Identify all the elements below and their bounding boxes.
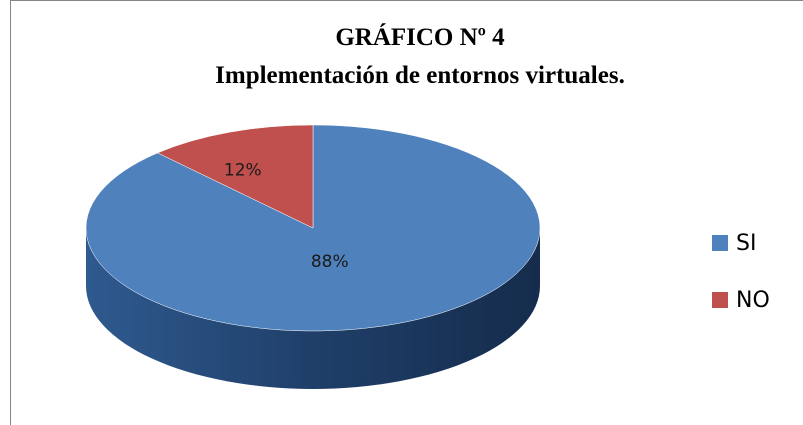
legend-label: SI	[736, 231, 756, 256]
pie-side	[86, 228, 540, 389]
data-label: 12%	[224, 161, 262, 181]
chart-title: GRÁFICO Nº 4	[335, 23, 505, 51]
pie-slice	[157, 124, 314, 229]
legend-label: NO	[736, 288, 770, 313]
data-label: 88%	[311, 252, 349, 272]
chart-subtitle: Implementación de entornos virtuales.	[215, 62, 625, 89]
legend-swatch	[712, 235, 728, 251]
legend-swatch	[712, 292, 728, 308]
